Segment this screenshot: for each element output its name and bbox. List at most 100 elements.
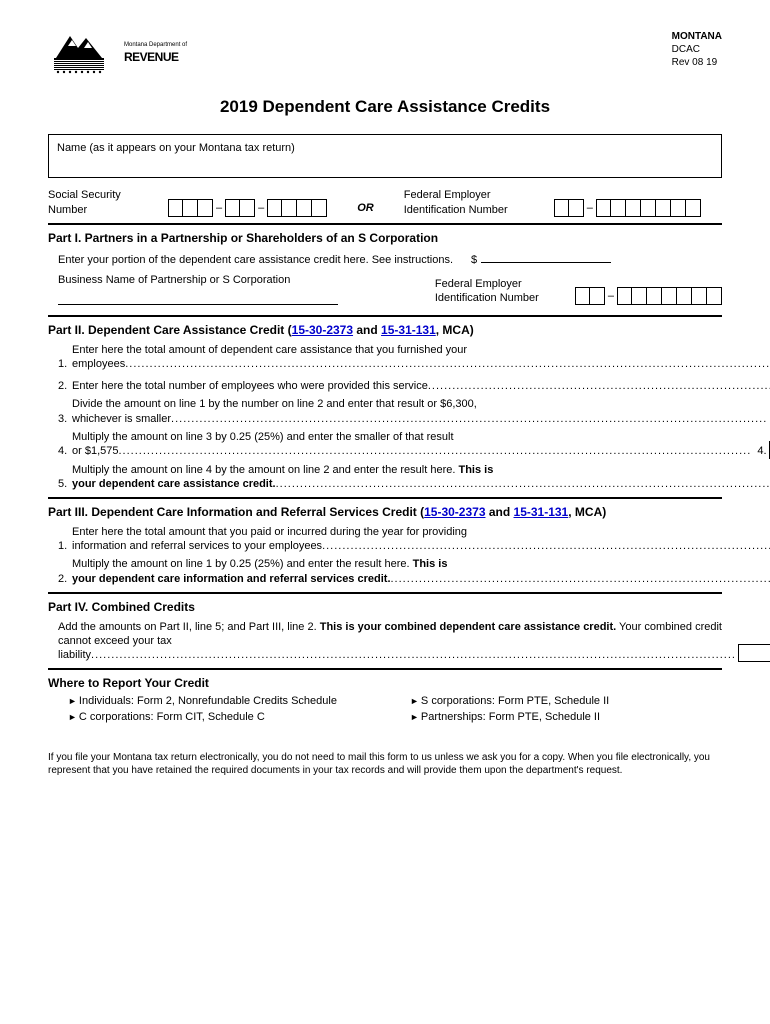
part2-header: Part II. Dependent Care Assistance Credi… xyxy=(48,323,722,339)
mountain-logo-icon xyxy=(48,30,118,78)
part2-link1[interactable]: 15-30-2373 xyxy=(292,323,353,337)
ssn-boxes[interactable]: – – xyxy=(168,199,327,217)
business-name-field[interactable] xyxy=(58,291,338,305)
dot-leader: ........................................… xyxy=(322,539,770,553)
item-text: Divide the amount on line 1 by the numbe… xyxy=(72,397,766,426)
item-text: Enter here the total number of employees… xyxy=(72,379,770,393)
dept-small: Montana Department of xyxy=(124,42,187,50)
business-name-label: Business Name of Partnership or S Corpor… xyxy=(58,273,435,287)
part2-hdr-b: , MCA) xyxy=(436,323,474,337)
where-header: Where to Report Your Credit xyxy=(48,676,722,692)
part4-text-c: liability xyxy=(58,648,91,662)
part1-fein-boxes[interactable]: – xyxy=(575,287,722,305)
part2-hdr-a: Part II. Dependent Care Assistance Credi… xyxy=(48,323,292,337)
logo-block: Montana Department of REVENUE xyxy=(48,30,187,78)
divider xyxy=(48,668,722,670)
item-number: 2. xyxy=(58,572,72,586)
dot-leader: ........................................… xyxy=(428,379,770,393)
item-text: Multiply the amount on line 4 by the amo… xyxy=(72,463,770,492)
form-rev: Rev 08 19 xyxy=(672,56,722,69)
part4-header: Part IV. Combined Credits xyxy=(48,600,722,616)
divider xyxy=(48,223,722,225)
item-number: 3. xyxy=(58,412,72,426)
part2-link2[interactable]: 15-31-131 xyxy=(381,323,436,337)
numbered-item: 3.Divide the amount on line 1 by the num… xyxy=(58,397,722,426)
item-text: Enter here the total amount that you pai… xyxy=(72,525,770,554)
numbered-item: 5.Multiply the amount on line 4 by the a… xyxy=(58,463,722,492)
numbered-item: 1.Enter here the total amount that you p… xyxy=(58,525,722,554)
part3-link1[interactable]: 15-30-2373 xyxy=(424,505,485,519)
name-label: Name (as it appears on your Montana tax … xyxy=(57,142,295,154)
business-name-block: Business Name of Partnership or S Corpor… xyxy=(58,273,435,305)
part1-business-row: Business Name of Partnership or S Corpor… xyxy=(58,273,722,305)
part4-bold: This is your combined dependent care ass… xyxy=(320,621,616,633)
part1-fein-label: Federal Employer Identification Number xyxy=(435,277,575,306)
item-number: 5. xyxy=(58,477,72,491)
form-id-block: MONTANA DCAC Rev 08 19 xyxy=(672,30,722,69)
dot-leader: ........................................… xyxy=(91,648,736,662)
dot-leader: ........................................… xyxy=(171,412,766,426)
part2-list: 1.Enter here the total amount of depende… xyxy=(48,343,722,491)
line-number: 4. xyxy=(751,444,767,458)
numbered-item: 1.Enter here the total amount of depende… xyxy=(58,343,722,372)
dot-leader: ........................................… xyxy=(391,572,770,586)
id-number-row: Social Security Number – – OR Federal Em… xyxy=(48,188,722,217)
numbered-item: 4.Multiply the amount on line 3 by 0.25 … xyxy=(58,430,722,459)
item-number: 1. xyxy=(58,539,72,553)
part1-body: Enter your portion of the dependent care… xyxy=(48,251,722,306)
dept-big: REVENUE xyxy=(124,50,187,66)
footnote: If you file your Montana tax return elec… xyxy=(48,751,722,778)
where-item: Individuals: Form 2, Nonrefundable Credi… xyxy=(68,694,380,708)
part3-mid: and xyxy=(486,505,514,519)
part1-credit-line: Enter your portion of the dependent care… xyxy=(58,251,722,267)
where-grid: Individuals: Form 2, Nonrefundable Credi… xyxy=(48,694,722,725)
item-text-line: Enter here the total number of employees… xyxy=(72,379,428,393)
item-text-cont: whichever is smaller xyxy=(72,412,171,426)
form-code: DCAC xyxy=(672,43,722,56)
numbered-item: 2.Enter here the total number of employe… xyxy=(58,375,722,393)
part1-amount-field[interactable] xyxy=(481,251,611,263)
item-text: Multiply the amount on line 3 by 0.25 (2… xyxy=(72,430,751,459)
part4-body: Add the amounts on Part II, line 5; and … xyxy=(48,620,722,663)
part3-hdr-b: , MCA) xyxy=(568,505,606,519)
dot-leader: ........................................… xyxy=(276,477,770,491)
item-text-cont: employees xyxy=(72,357,125,371)
state-name: MONTANA xyxy=(672,30,722,43)
item-number: 1. xyxy=(58,357,72,371)
where-item: Partnerships: Form PTE, Schedule II xyxy=(410,710,722,724)
divider xyxy=(48,315,722,317)
part4-item: Add the amounts on Part II, line 5; and … xyxy=(58,620,722,663)
part1-header: Part I. Partners in a Partnership or Sha… xyxy=(48,231,722,247)
part3-hdr-a: Part III. Dependent Care Information and… xyxy=(48,505,424,519)
part2-mid: and xyxy=(353,323,381,337)
part3-list: 1.Enter here the total amount that you p… xyxy=(48,525,722,586)
ssn-label: Social Security Number xyxy=(48,188,158,217)
part1-instruction: Enter your portion of the dependent care… xyxy=(58,253,453,267)
item-text-cont: or $1,575 xyxy=(72,444,118,458)
page-title: 2019 Dependent Care Assistance Credits xyxy=(48,96,722,118)
item-number: 4. xyxy=(58,444,72,458)
name-field-box: Name (as it appears on your Montana tax … xyxy=(48,134,722,178)
part4-value-box[interactable] xyxy=(738,644,770,662)
logo-text: Montana Department of REVENUE xyxy=(124,42,187,65)
divider xyxy=(48,592,722,594)
where-item: S corporations: Form PTE, Schedule II xyxy=(410,694,722,708)
item-text: Multiply the amount on line 1 by 0.25 (2… xyxy=(72,557,770,586)
numbered-item: 2.Multiply the amount on line 1 by 0.25 … xyxy=(58,557,722,586)
part3-link2[interactable]: 15-31-131 xyxy=(514,505,569,519)
where-item: C corporations: Form CIT, Schedule C xyxy=(68,710,380,724)
page-header: Montana Department of REVENUE MONTANA DC… xyxy=(48,30,722,78)
item-text-cont: information and referral services to you… xyxy=(72,539,322,553)
fein-label: Federal Employer Identification Number xyxy=(404,188,544,217)
part3-header: Part III. Dependent Care Information and… xyxy=(48,505,722,521)
line-number: 3. xyxy=(766,412,770,426)
dollar-sign: $ xyxy=(471,253,477,267)
dot-leader: ........................................… xyxy=(125,357,770,371)
or-separator: OR xyxy=(357,201,374,217)
divider xyxy=(48,497,722,499)
fein-boxes[interactable]: – xyxy=(554,199,701,217)
item-text: Enter here the total amount of dependent… xyxy=(72,343,770,372)
item-number: 2. xyxy=(58,379,72,393)
part4-text-a: Add the amounts on Part II, line 5; and … xyxy=(58,621,320,633)
dot-leader: ........................................… xyxy=(118,444,750,458)
